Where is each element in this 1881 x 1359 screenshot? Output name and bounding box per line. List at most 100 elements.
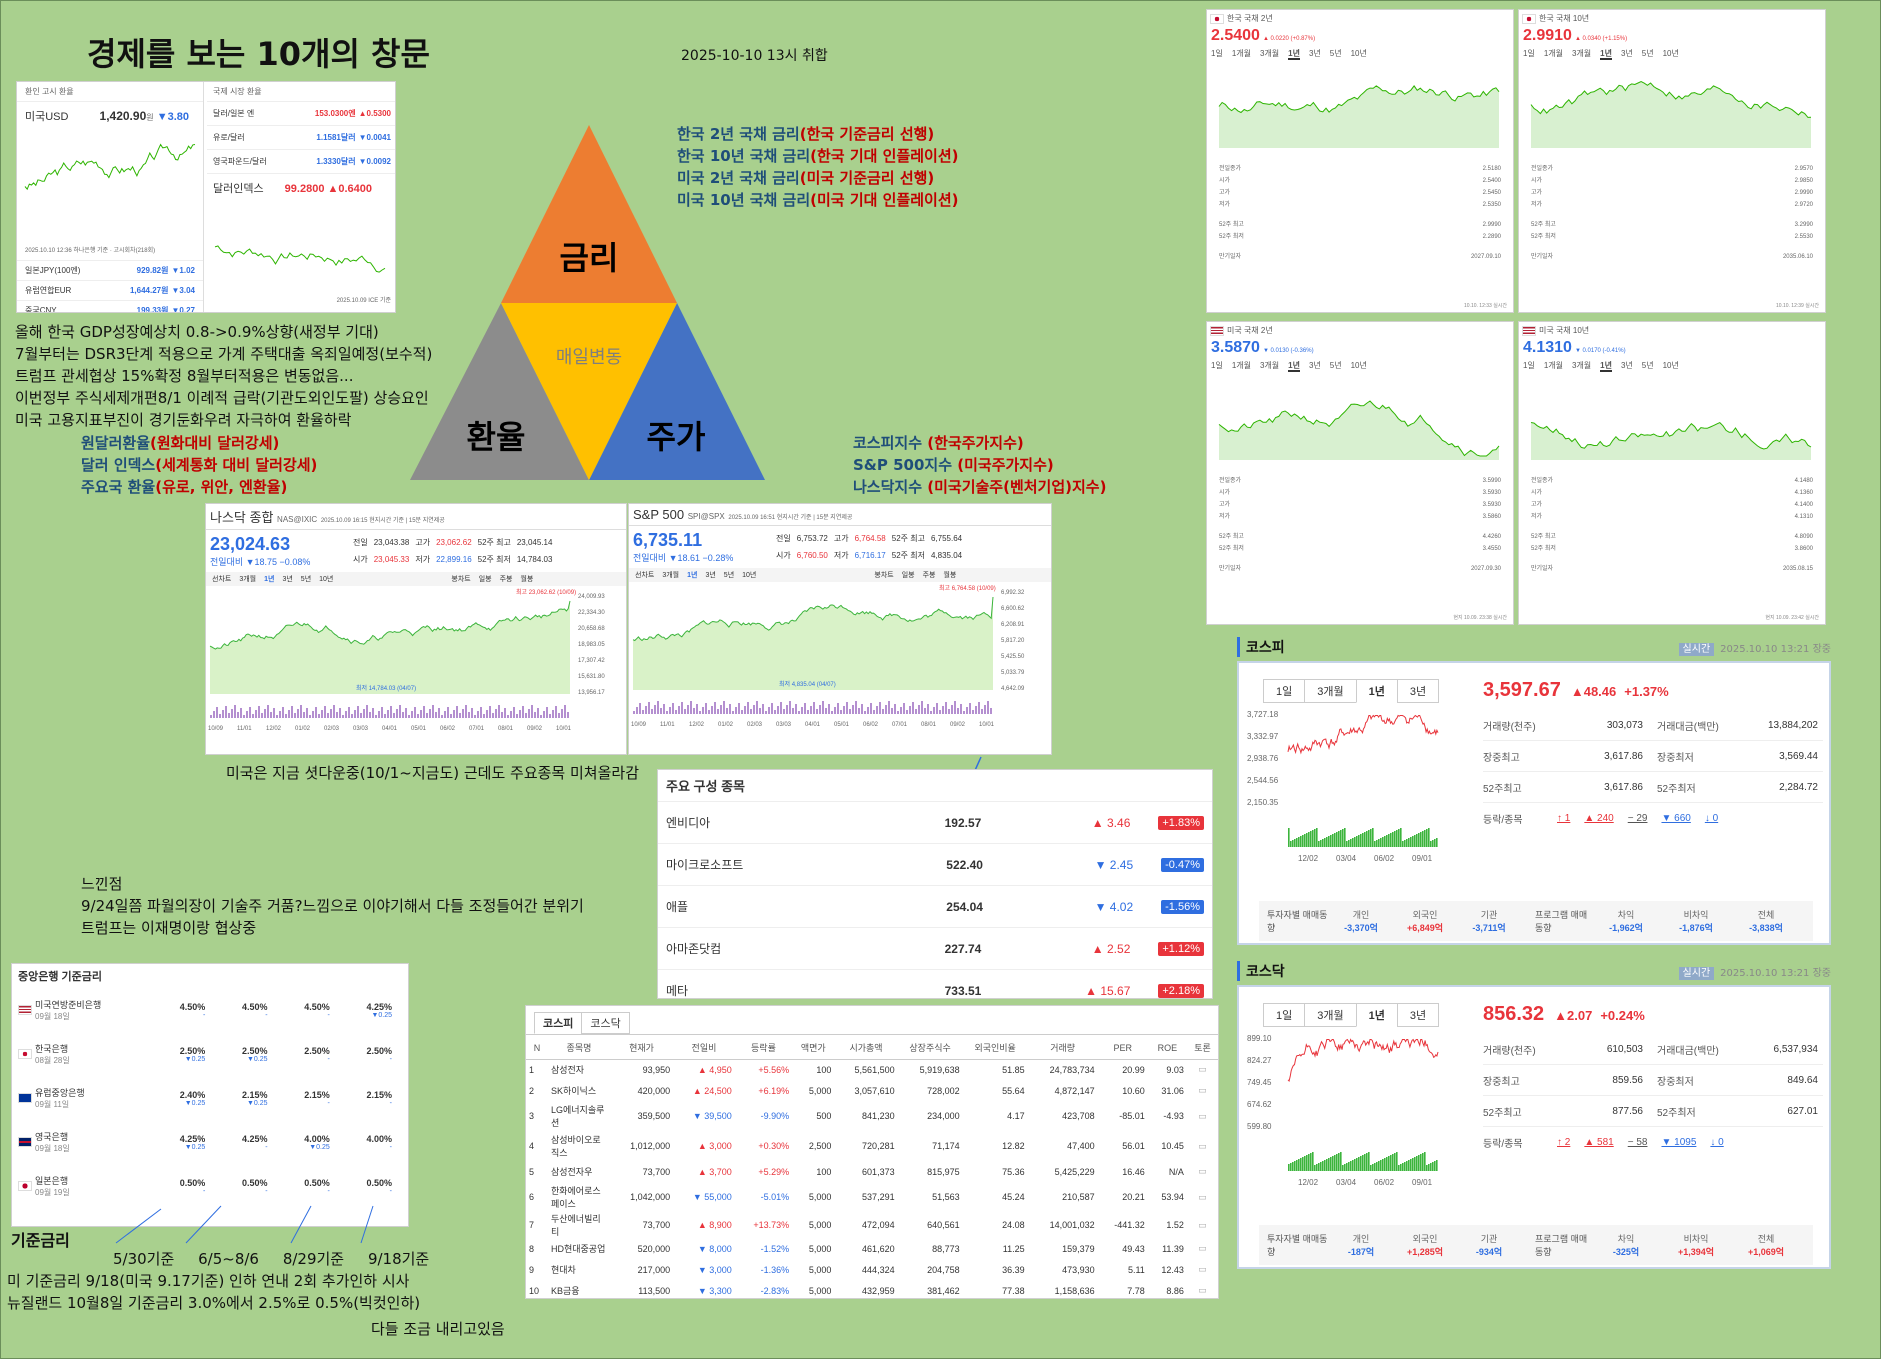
- bond-tab[interactable]: 5년: [1329, 49, 1342, 58]
- k-tabs[interactable]: 1일 3개월 1년 3년: [1263, 1003, 1440, 1027]
- table-row[interactable]: 5 삼성전자우 73,700 ▲ 3,700 +5.29% 100 601,373 815,9…: [526, 1161, 1218, 1182]
- k-tab[interactable]: 3년: [1396, 1003, 1440, 1027]
- discussion-icon[interactable]: ▭: [1198, 1085, 1207, 1095]
- table-row[interactable]: 6 한화에어로스페이스 1,042,000 ▼ 55,000 -5.01% 5,000 53…: [526, 1182, 1218, 1212]
- discussion-icon[interactable]: ▭: [1198, 1285, 1207, 1295]
- k-updown-count[interactable]: ↑ 2: [1557, 1137, 1571, 1148]
- discussion-icon[interactable]: ▭: [1198, 1140, 1207, 1151]
- k-updown-count[interactable]: ↓ 0: [1704, 813, 1719, 824]
- bond-tabs[interactable]: 1일 1개월 3개월 1년 3년 5년 10년: [1519, 357, 1825, 374]
- major-row[interactable]: 마이크로소프트 522.40 ▼ 2.45 -0.47%: [658, 843, 1212, 885]
- index-tab[interactable]: 월봉: [943, 572, 957, 579]
- kospi-table-tab[interactable]: 코스닥: [581, 1012, 630, 1034]
- k-updown-count[interactable]: ▲ 240: [1584, 813, 1614, 824]
- bond-tab[interactable]: 1년: [1288, 361, 1300, 372]
- bond-tab[interactable]: 1일: [1211, 49, 1223, 58]
- bond-tabs[interactable]: 1일 1개월 3개월 1년 3년 5년 10년: [1207, 45, 1513, 62]
- bond-tab[interactable]: 3개월: [1259, 49, 1280, 58]
- k-tab[interactable]: 1일: [1263, 679, 1306, 703]
- index-tab[interactable]: 봉차트: [874, 572, 894, 579]
- index-tab[interactable]: 주봉: [499, 576, 513, 583]
- index-tab[interactable]: 3개월: [662, 572, 680, 579]
- discussion-icon[interactable]: ▭: [1198, 1264, 1207, 1274]
- index-tab[interactable]: 주봉: [922, 572, 936, 579]
- k-tab[interactable]: 3년: [1396, 679, 1440, 703]
- index-tab[interactable]: 10년: [742, 572, 757, 579]
- k-updown-count[interactable]: ▲ 581: [1584, 1137, 1614, 1148]
- index-tab[interactable]: 일봉: [478, 576, 492, 583]
- major-row[interactable]: 메타 733.51 ▲ 15.67 +2.18%: [658, 969, 1212, 998]
- k-updown-count[interactable]: − 29: [1627, 813, 1648, 824]
- bond-tab[interactable]: 1일: [1523, 361, 1535, 370]
- bond-tab[interactable]: 5년: [1641, 49, 1654, 58]
- index-tab[interactable]: 5년: [300, 576, 312, 583]
- kospi-table-tab[interactable]: 코스피: [534, 1012, 583, 1034]
- index-tab[interactable]: 선차트: [212, 576, 232, 583]
- index-tab[interactable]: 3개월: [239, 576, 257, 583]
- index-tab[interactable]: 5년: [723, 572, 735, 579]
- bond-tab[interactable]: 1년: [1288, 49, 1300, 60]
- bond-tab[interactable]: 1개월: [1231, 49, 1251, 58]
- table-row[interactable]: 7 두산에너빌리티 73,700 ▲ 8,900 +13.73% 5,000 472,094…: [526, 1212, 1218, 1238]
- bond-tab[interactable]: 10년: [1350, 361, 1367, 370]
- k-updown-count[interactable]: ↓ 0: [1710, 1137, 1724, 1148]
- table-row[interactable]: 3 LG에너지솔루션 359,500 ▼ 39,500 -9.90% 500 841,230…: [526, 1101, 1218, 1131]
- bond-tab[interactable]: 3년: [1620, 49, 1633, 58]
- bond-tabs[interactable]: 1일 1개월 3개월 1년 3년 5년 10년: [1207, 357, 1513, 374]
- bond-tabs[interactable]: 1일 1개월 3개월 1년 3년 5년 10년: [1519, 45, 1825, 62]
- index-tab[interactable]: 3년: [282, 576, 293, 583]
- k-updown-count[interactable]: ▼ 660: [1661, 813, 1691, 824]
- k-tab[interactable]: 3개월: [1304, 1003, 1357, 1027]
- k-tab[interactable]: 1년: [1355, 1003, 1398, 1027]
- k-updown-count[interactable]: ↑ 1: [1557, 813, 1571, 824]
- nasdaq-tabs[interactable]: 선차트 3개월 1년 3년 5년 10년 봉차트 일봉 주봉 월봉: [206, 572, 626, 586]
- k-tab[interactable]: 1일: [1263, 1003, 1306, 1027]
- kospi-table-tabs[interactable]: 코스피 코스닥: [526, 1006, 1218, 1035]
- bond-tab[interactable]: 10년: [1662, 49, 1679, 58]
- bond-tab[interactable]: 1개월: [1231, 361, 1251, 370]
- bond-tab[interactable]: 3년: [1308, 49, 1321, 58]
- discussion-icon[interactable]: ▭: [1198, 1219, 1207, 1230]
- discussion-icon[interactable]: ▭: [1198, 1243, 1207, 1253]
- major-row[interactable]: 애플 254.04 ▼ 4.02 -1.56%: [658, 885, 1212, 927]
- index-tab[interactable]: 선차트: [635, 572, 655, 579]
- major-row[interactable]: 엔비디아 192.57 ▲ 3.46 +1.83%: [658, 801, 1212, 843]
- discussion-icon[interactable]: ▭: [1198, 1110, 1207, 1121]
- k-tab[interactable]: 3개월: [1304, 679, 1357, 703]
- bond-tab[interactable]: 1년: [1600, 361, 1612, 372]
- k-updown-count[interactable]: − 58: [1627, 1137, 1648, 1148]
- table-row[interactable]: 10 KB금융 113,500 ▼ 3,300 -2.83% 5,000 432,959 38…: [526, 1280, 1218, 1298]
- k-tabs[interactable]: 1일 3개월 1년 3년: [1263, 679, 1440, 703]
- index-tab[interactable]: 1년: [687, 572, 698, 579]
- k-tab[interactable]: 1년: [1355, 679, 1398, 703]
- bond-tab[interactable]: 1일: [1523, 49, 1535, 58]
- table-row[interactable]: 4 삼성바이오로직스 1,012,000 ▲ 3,000 +0.30% 2,500 720,…: [526, 1131, 1218, 1161]
- bond-tab[interactable]: 3개월: [1259, 361, 1280, 370]
- major-row[interactable]: 아마존닷컴 227.74 ▲ 2.52 +1.12%: [658, 927, 1212, 969]
- bond-tab[interactable]: 3년: [1620, 361, 1633, 370]
- index-tab[interactable]: 10년: [319, 576, 334, 583]
- bond-tab[interactable]: 5년: [1329, 361, 1342, 370]
- table-row[interactable]: 9 현대차 217,000 ▼ 3,000 -1.36% 5,000 444,324 204,…: [526, 1259, 1218, 1280]
- discussion-icon[interactable]: ▭: [1198, 1064, 1207, 1075]
- bond-tab[interactable]: 10년: [1350, 49, 1367, 58]
- index-tab[interactable]: 3년: [705, 572, 716, 579]
- bond-tab[interactable]: 3년: [1308, 361, 1321, 370]
- discussion-icon[interactable]: ▭: [1198, 1166, 1207, 1176]
- sp500-tabs[interactable]: 선차트 3개월 1년 3년 5년 10년 봉차트 일봉 주봉 월봉: [629, 568, 1051, 582]
- index-tab[interactable]: 일봉: [901, 572, 915, 579]
- index-tab[interactable]: 1년: [264, 576, 275, 583]
- k-updown-count[interactable]: ▼ 1095: [1661, 1137, 1697, 1148]
- bond-tab[interactable]: 10년: [1662, 361, 1679, 370]
- bond-tab[interactable]: 1년: [1600, 49, 1612, 60]
- table-row[interactable]: 1 삼성전자 93,950 ▲ 4,950 +5.56% 100 5,561,500 5,91…: [526, 1059, 1218, 1080]
- bond-tab[interactable]: 3개월: [1571, 49, 1592, 58]
- bond-tab[interactable]: 5년: [1641, 361, 1654, 370]
- table-row[interactable]: 2 SK하이닉스 420,000 ▲ 24,500 +6.19% 5,000 3,057,6…: [526, 1080, 1218, 1101]
- discussion-icon[interactable]: ▭: [1198, 1191, 1207, 1202]
- bond-tab[interactable]: 1일: [1211, 361, 1223, 370]
- bond-tab[interactable]: 1개월: [1543, 49, 1563, 58]
- index-tab[interactable]: 월봉: [520, 576, 534, 583]
- bond-tab[interactable]: 1개월: [1543, 361, 1563, 370]
- bond-tab[interactable]: 3개월: [1571, 361, 1592, 370]
